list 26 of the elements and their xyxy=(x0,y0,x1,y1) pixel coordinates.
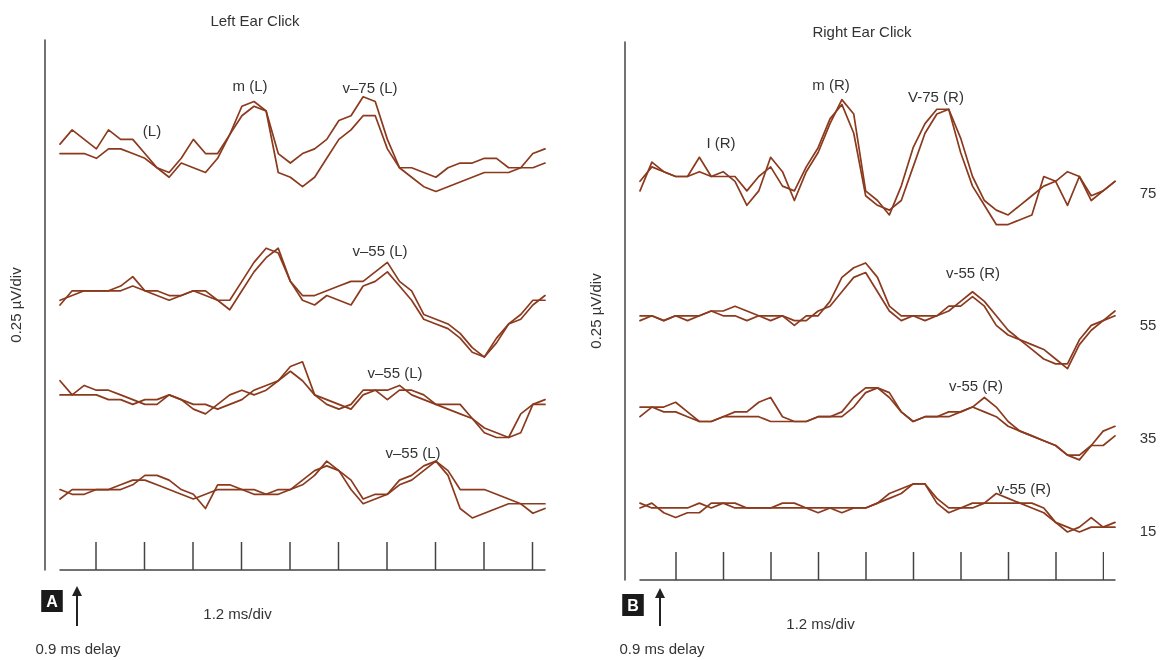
x-axis-title: 1.2 ms/div xyxy=(203,605,273,622)
annotation: I (R) xyxy=(706,133,736,151)
text: 0.9 ms delay xyxy=(35,639,122,657)
text: 15 xyxy=(1139,521,1157,539)
text: A xyxy=(46,592,59,610)
text: 0.9 ms delay xyxy=(619,639,706,657)
chart-title: Right Ear Click xyxy=(812,23,913,40)
y-axis-title: 0.25 µV/div xyxy=(7,266,24,343)
annotation: v–55 (L) xyxy=(352,241,408,259)
y-axis-title: 0.25 µV/div xyxy=(587,272,604,349)
annotation: (L) xyxy=(142,121,162,139)
annotation: v-55 (R) xyxy=(945,263,1001,281)
annotation: v-55 (R) xyxy=(948,376,1004,394)
annotation: v–55 (L) xyxy=(385,443,441,461)
text: v–75 (L) xyxy=(342,78,398,96)
annotation: V-75 (R) xyxy=(908,87,964,105)
x-axis-title: 1.2 ms/div xyxy=(786,615,856,632)
text: B xyxy=(627,596,639,614)
annotation: v-55 (R) xyxy=(996,479,1052,497)
text: m (R) xyxy=(812,75,850,93)
text: 55 xyxy=(1139,315,1157,333)
text: m (L) xyxy=(232,76,268,94)
text: 75 xyxy=(1139,183,1157,201)
annotation: v–55 (L) xyxy=(367,363,423,381)
text: 35 xyxy=(1139,428,1157,446)
chart-title: Left Ear Click xyxy=(210,12,301,29)
